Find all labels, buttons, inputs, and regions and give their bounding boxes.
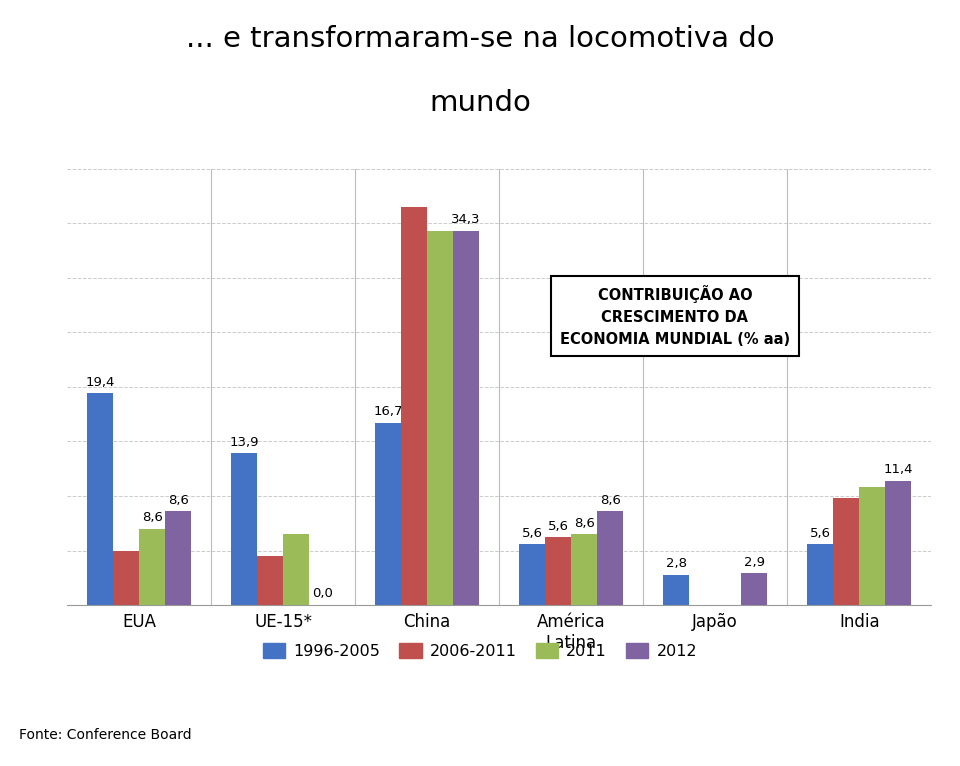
Text: ... e transformaram-se na locomotiva do: ... e transformaram-se na locomotiva do <box>185 25 775 53</box>
Bar <box>545 538 571 605</box>
Bar <box>807 544 833 605</box>
Text: 34,3: 34,3 <box>451 214 481 227</box>
Bar <box>571 534 597 605</box>
Text: 8,6: 8,6 <box>168 494 188 507</box>
Bar <box>741 574 767 605</box>
Legend: 1996-2005, 2006-2011, 2011, 2012: 1996-2005, 2006-2011, 2011, 2012 <box>256 637 704 666</box>
Text: 5,6: 5,6 <box>810 527 830 539</box>
Bar <box>257 556 283 605</box>
Text: 2,9: 2,9 <box>744 556 764 569</box>
Bar <box>375 423 401 605</box>
Bar <box>87 394 113 605</box>
Bar <box>519 544 545 605</box>
Text: 8,6: 8,6 <box>574 517 594 530</box>
Text: 2,8: 2,8 <box>666 557 686 570</box>
Bar <box>165 511 191 605</box>
Text: 11,4: 11,4 <box>883 463 913 476</box>
Text: 8,6: 8,6 <box>142 512 162 525</box>
Text: 5,6: 5,6 <box>522 527 542 539</box>
Bar <box>885 481 911 605</box>
Text: 13,9: 13,9 <box>229 436 259 449</box>
Bar <box>833 498 859 605</box>
Text: 0,0: 0,0 <box>312 587 332 600</box>
Text: Fonte: Conference Board: Fonte: Conference Board <box>19 728 192 742</box>
Text: 8,6: 8,6 <box>600 494 620 507</box>
Bar <box>113 551 139 605</box>
Text: mundo: mundo <box>429 90 531 117</box>
Bar <box>231 453 257 605</box>
Bar <box>453 231 479 605</box>
Bar <box>139 529 165 605</box>
Text: CONTRIBUIÇÃO AO
CRESCIMENTO DA
ECONOMIA MUNDIAL (% aa): CONTRIBUIÇÃO AO CRESCIMENTO DA ECONOMIA … <box>560 285 790 347</box>
Bar <box>401 207 427 605</box>
Bar <box>597 511 623 605</box>
Bar <box>427 231 453 605</box>
Bar <box>663 574 689 605</box>
Text: 16,7: 16,7 <box>373 405 403 418</box>
Bar <box>283 534 309 605</box>
Bar <box>859 487 885 605</box>
Text: 5,6: 5,6 <box>548 520 568 533</box>
Text: 19,4: 19,4 <box>85 376 115 389</box>
